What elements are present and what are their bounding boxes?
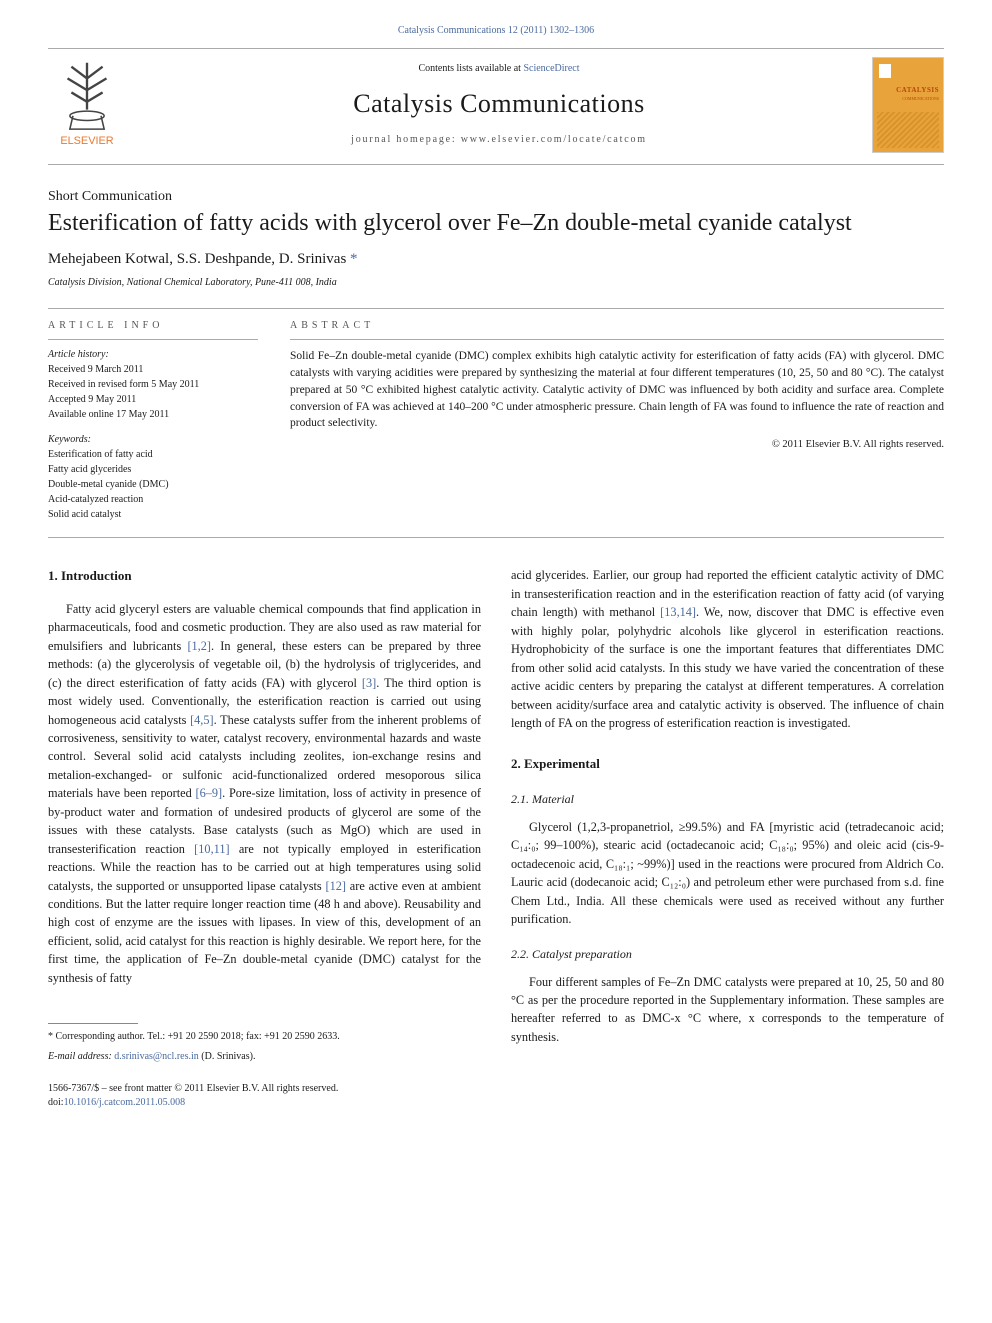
doi-link[interactable]: 10.1016/j.catcom.2011.05.008 bbox=[64, 1097, 186, 1108]
abstract-copyright: © 2011 Elsevier B.V. All rights reserved… bbox=[290, 438, 944, 453]
homepage-line: journal homepage: www.elsevier.com/locat… bbox=[144, 133, 854, 147]
abstract-heading: abstract bbox=[290, 319, 944, 340]
journal-title: Catalysis Communications bbox=[144, 86, 854, 122]
keyword: Esterification of fatty acid bbox=[48, 448, 258, 462]
page-footer: 1566-7367/$ – see front matter © 2011 El… bbox=[48, 1082, 944, 1110]
ref-link[interactable]: [1,2] bbox=[187, 639, 211, 653]
ref-link[interactable]: [3] bbox=[362, 676, 376, 690]
material-paragraph: Glycerol (1,2,3-propanetriol, ≥99.5%) an… bbox=[511, 818, 944, 929]
history-line: Available online 17 May 2011 bbox=[48, 408, 258, 422]
keyword: Acid-catalyzed reaction bbox=[48, 493, 258, 507]
ref-link[interactable]: [4,5] bbox=[190, 713, 214, 727]
svg-text:ELSEVIER: ELSEVIER bbox=[60, 135, 113, 147]
ref-link[interactable]: [13,14] bbox=[660, 605, 696, 619]
ref-link[interactable]: [10,11] bbox=[194, 842, 229, 856]
masthead-center: Contents lists available at ScienceDirec… bbox=[144, 62, 854, 146]
footnote-separator bbox=[48, 1023, 138, 1024]
intro-continued: acid glycerides. Earlier, our group had … bbox=[511, 566, 944, 732]
email-footnote: E-mail address: d.srinivas@ncl.res.in (D… bbox=[48, 1050, 481, 1064]
corresponding-footnote: * Corresponding author. Tel.: +91 20 259… bbox=[48, 1030, 481, 1044]
issn-line: 1566-7367/$ – see front matter © 2011 El… bbox=[48, 1082, 338, 1096]
column-right: acid glycerides. Earlier, our group had … bbox=[511, 566, 944, 1064]
email-link[interactable]: d.srinivas@ncl.res.in bbox=[114, 1051, 198, 1062]
column-left: 1. Introduction Fatty acid glyceryl este… bbox=[48, 566, 481, 1064]
contents-prefix: Contents lists available at bbox=[418, 63, 523, 74]
section-2-1-heading: 2.1. Material bbox=[511, 790, 944, 808]
section-2-heading: 2. Experimental bbox=[511, 754, 944, 774]
keyword: Double-metal cyanide (DMC) bbox=[48, 478, 258, 492]
history-label: Article history: bbox=[48, 348, 258, 362]
article-info: article info Article history: Received 9… bbox=[48, 309, 258, 537]
homepage-url[interactable]: www.elsevier.com/locate/catcom bbox=[461, 134, 647, 145]
elsevier-tree-icon: ELSEVIER bbox=[48, 55, 126, 154]
keyword: Fatty acid glycerides bbox=[48, 463, 258, 477]
journal-cover-icon: CATALYSIS COMMUNICATIONS bbox=[872, 57, 944, 153]
history-line: Accepted 9 May 2011 bbox=[48, 393, 258, 407]
citation-link[interactable]: Catalysis Communications 12 (2011) 1302–… bbox=[48, 24, 944, 38]
history-line: Received in revised form 5 May 2011 bbox=[48, 378, 258, 392]
article-info-heading: article info bbox=[48, 319, 258, 340]
authors: Mehejabeen Kotwal, S.S. Deshpande, D. Sr… bbox=[48, 249, 944, 270]
sciencedirect-link[interactable]: ScienceDirect bbox=[523, 63, 579, 74]
history-line: Received 9 March 2011 bbox=[48, 363, 258, 377]
masthead: ELSEVIER Contents lists available at Sci… bbox=[48, 48, 944, 165]
contents-line: Contents lists available at ScienceDirec… bbox=[144, 62, 854, 76]
ref-link[interactable]: [12] bbox=[326, 879, 347, 893]
authors-list: Mehejabeen Kotwal, S.S. Deshpande, D. Sr… bbox=[48, 251, 346, 267]
keyword: Solid acid catalyst bbox=[48, 508, 258, 522]
ref-link[interactable]: [6–9] bbox=[196, 786, 223, 800]
corresponding-marker[interactable]: * bbox=[350, 251, 358, 267]
doi-line: doi:10.1016/j.catcom.2011.05.008 bbox=[48, 1096, 338, 1110]
section-2-2-heading: 2.2. Catalyst preparation bbox=[511, 945, 944, 963]
catalyst-prep-paragraph: Four different samples of Fe–Zn DMC cata… bbox=[511, 973, 944, 1047]
abstract-block: abstract Solid Fe–Zn double-metal cyanid… bbox=[290, 309, 944, 537]
affiliation: Catalysis Division, National Chemical La… bbox=[48, 276, 944, 290]
abstract-text: Solid Fe–Zn double-metal cyanide (DMC) c… bbox=[290, 348, 944, 431]
keywords-label: Keywords: bbox=[48, 433, 258, 447]
intro-paragraph: Fatty acid glyceryl esters are valuable … bbox=[48, 600, 481, 987]
article-type: Short Communication bbox=[48, 187, 944, 207]
article-title: Esterification of fatty acids with glyce… bbox=[48, 209, 944, 238]
section-1-heading: 1. Introduction bbox=[48, 566, 481, 586]
